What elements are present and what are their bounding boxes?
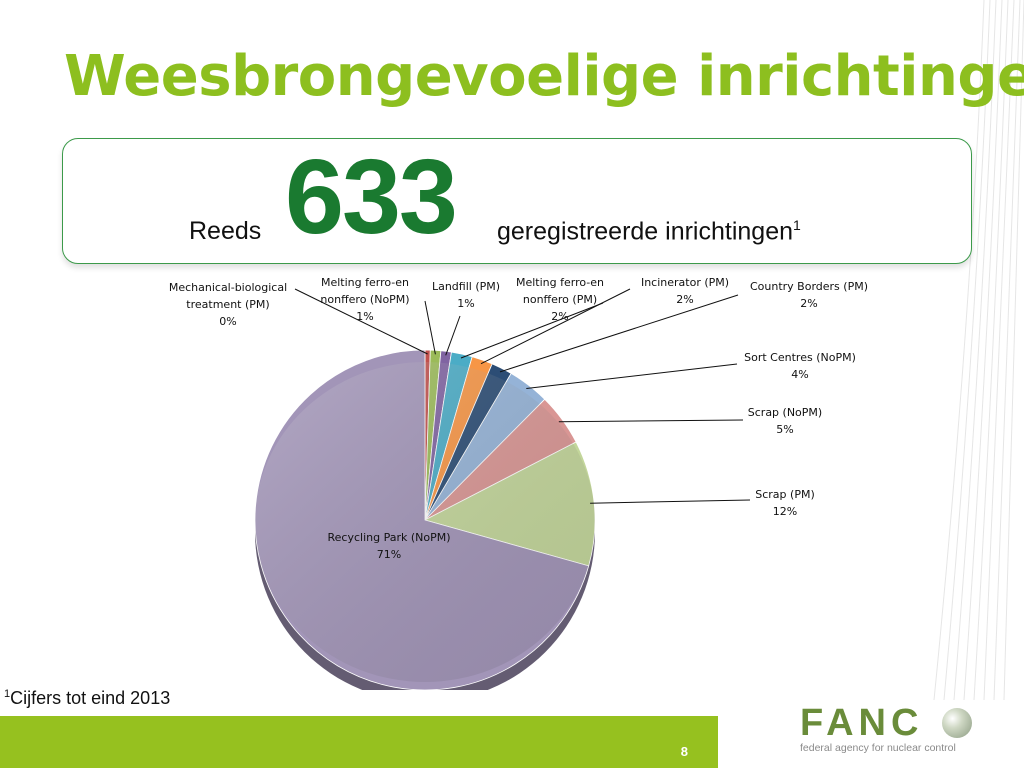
slice-label-7: Sort Centres (NoPM) 4% (744, 351, 856, 381)
pie-leaders (294, 288, 751, 504)
summary-banner: Reeds 633 geregistreerde inrichtingen1 (62, 138, 972, 264)
slice-label-3: Landfill (PM) 1% (432, 280, 500, 310)
pie-labels: Mechanical-biological treatment (PM) 0% Mel… (169, 276, 868, 561)
slice-label-10: Recycling Park (NoPM) 71% (327, 531, 450, 561)
slide-title: Weesbrongevoelige inrichtingen (64, 44, 1024, 109)
footnote: 1Cijfers tot eind 2013 (4, 688, 170, 709)
banner-footnote-ref: 1 (793, 217, 801, 233)
leader-line-9 (590, 499, 751, 504)
leader-line-2 (424, 300, 436, 355)
leader-line-4 (460, 302, 604, 359)
leader-line-6 (499, 294, 739, 373)
footnote-marker: 1 (4, 688, 11, 700)
footer-bar: 8 (0, 716, 718, 768)
leader-line-5 (480, 288, 631, 365)
fanc-logo: FANC federal agency for nuclear control (800, 702, 1000, 762)
footnote-text: Cijfers tot eind 2013 (10, 688, 171, 708)
leader-line-7 (526, 363, 738, 389)
logo-tagline: federal agency for nuclear control (800, 742, 956, 754)
leader-line-1 (294, 288, 428, 355)
pie-chart: Mechanical-biological treatment (PM) 0% Mel… (169, 276, 868, 690)
decorative-lines (933, 0, 1024, 700)
page-number: 8 (680, 744, 688, 759)
slice-label-8: Scrap (NoPM) 5% (748, 406, 822, 436)
slice-label-1: Mechanical-biological treatment (PM) 0% (169, 281, 287, 328)
registration-count: 633 (285, 138, 458, 256)
banner-suffix-text: geregistreerde inrichtingen (497, 217, 794, 246)
leader-line-8 (558, 419, 744, 423)
pie-slices (254, 349, 596, 690)
banner-prefix: Reeds (189, 217, 262, 245)
slice-label-2: Melting ferro-en nonffero (NoPM) 1% (320, 276, 409, 323)
logo-wordmark: FANC (800, 702, 924, 744)
slice-label-4: Melting ferro-en nonffero (PM) 2% (516, 276, 604, 323)
leader-line-3 (445, 315, 461, 356)
logo-sphere-icon (942, 708, 972, 738)
slice-label-6: Country Borders (PM) 2% (750, 280, 868, 310)
slice-label-5: Incinerator (PM) 2% (641, 276, 729, 306)
banner-suffix: geregistreerde inrichtingen1 (497, 217, 801, 246)
slice-label-9: Scrap (PM) 12% (755, 488, 814, 518)
